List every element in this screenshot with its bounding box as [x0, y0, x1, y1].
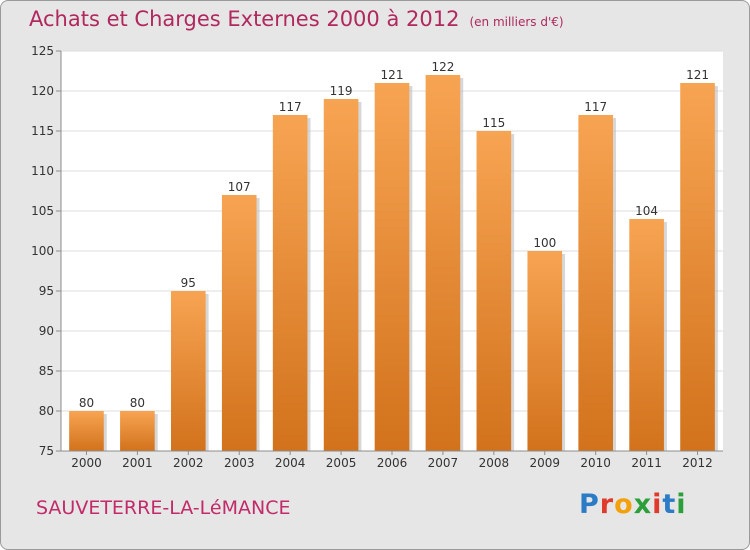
y-tick-label: 75	[39, 444, 54, 458]
bar-2010	[578, 115, 614, 451]
logo-letter: t	[662, 489, 677, 520]
logo-letter: x	[633, 489, 653, 520]
y-tick-label: 125	[31, 44, 54, 58]
bar-value-label: 104	[635, 204, 658, 218]
bar-2004	[272, 115, 308, 451]
bar-value-label: 80	[130, 396, 145, 410]
x-tick-label: 2009	[529, 456, 560, 470]
y-tick-label: 85	[39, 364, 54, 378]
bar-value-label: 117	[584, 100, 607, 114]
bar-2002	[170, 291, 206, 451]
bar-value-label: 121	[686, 68, 709, 82]
bar-2001	[120, 411, 155, 451]
y-tick-label: 100	[31, 244, 54, 258]
x-tick-label: 2012	[682, 456, 713, 470]
bar-value-label: 121	[381, 68, 404, 82]
x-tick-label: 2001	[122, 456, 153, 470]
x-tick-label: 2000	[71, 456, 102, 470]
bar-2012	[680, 83, 715, 451]
bar-2011	[629, 219, 664, 451]
y-tick-label: 115	[31, 124, 54, 138]
bar-value-label: 115	[482, 116, 505, 130]
logo-letter: P	[579, 489, 600, 520]
x-tick-label: 2005	[326, 456, 357, 470]
proxiti-logo: Proxiti	[579, 489, 687, 520]
bar-2006	[374, 83, 410, 451]
x-tick-label: 2003	[224, 456, 255, 470]
town-name: SAUVETERRE-LA-LéMANCE	[36, 497, 291, 519]
x-tick-label: 2004	[275, 456, 306, 470]
x-tick-label: 2006	[377, 456, 408, 470]
bar-2003	[221, 195, 257, 451]
chart-title-text: Achats et Charges Externes 2000 à 2012	[29, 7, 460, 31]
y-tick-label: 110	[31, 164, 54, 178]
bar-2005	[323, 99, 359, 451]
bar-value-label: 122	[431, 60, 454, 74]
bar-2008	[476, 131, 512, 451]
y-tick-label: 95	[39, 284, 54, 298]
x-tick-label: 2002	[173, 456, 204, 470]
bar-2000	[69, 411, 104, 451]
logo-letter: i	[652, 489, 663, 520]
x-tick-label: 2011	[631, 456, 662, 470]
bar-value-label: 100	[533, 236, 556, 250]
bar-2009	[527, 251, 563, 451]
x-tick-label: 2007	[428, 456, 459, 470]
logo-letter: r	[599, 489, 615, 520]
y-tick-label: 90	[39, 324, 54, 338]
bar-value-label: 95	[181, 276, 196, 290]
y-tick-label: 120	[31, 84, 54, 98]
chart-title: Achats et Charges Externes 2000 à 2012 (e…	[29, 7, 564, 31]
logo-letter: o	[614, 489, 634, 520]
x-tick-label: 2010	[580, 456, 611, 470]
y-tick-label: 80	[39, 404, 54, 418]
bar-2007	[425, 75, 461, 451]
chart-unit-label: (en milliers d'€)	[469, 15, 564, 29]
y-tick-label: 105	[31, 204, 54, 218]
bar-value-label: 117	[279, 100, 302, 114]
bar-value-label: 107	[228, 180, 251, 194]
x-tick-label: 2008	[479, 456, 510, 470]
bar-value-label: 119	[330, 84, 353, 98]
logo-letter: i	[676, 489, 687, 520]
bar-value-label: 80	[79, 396, 94, 410]
